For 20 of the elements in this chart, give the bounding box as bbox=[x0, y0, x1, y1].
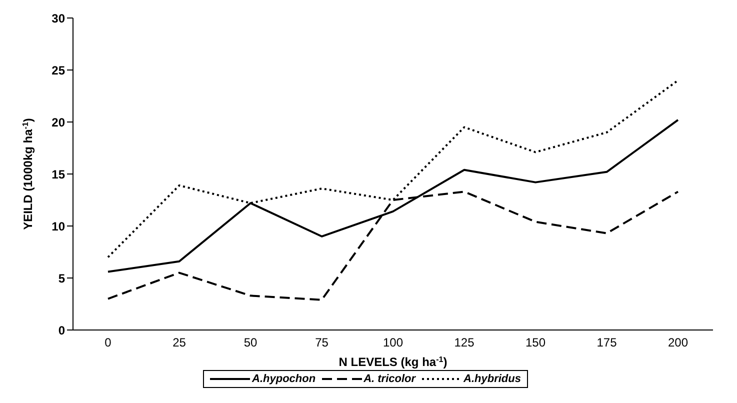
y-tick-label: 30 bbox=[52, 11, 66, 26]
x-tick-label: 150 bbox=[525, 336, 546, 350]
x-tick-label: 25 bbox=[172, 336, 186, 350]
legend-label: A.hybridus bbox=[464, 373, 521, 385]
y-tick-label: 5 bbox=[58, 271, 66, 286]
x-tick-label: 75 bbox=[315, 336, 329, 350]
y-tick-label: 15 bbox=[52, 167, 66, 182]
y-tick-label: 25 bbox=[52, 63, 66, 78]
x-tick-label: 100 bbox=[382, 336, 404, 350]
y-tick-label: 10 bbox=[52, 219, 66, 234]
legend-label: A. tricolor bbox=[364, 373, 416, 385]
x-tick-label: 50 bbox=[244, 336, 258, 350]
x-tick-label: 175 bbox=[596, 336, 618, 350]
legend-label: A.hypochon bbox=[252, 373, 316, 385]
y-tick-label: 20 bbox=[52, 115, 66, 130]
x-axis-title: N LEVELS (kg ha$^{-1}$) bbox=[338, 354, 448, 369]
y-tick-label: 0 bbox=[58, 323, 66, 338]
x-tick-label: 125 bbox=[454, 336, 475, 350]
x-tick-label: 200 bbox=[668, 336, 688, 350]
x-tick-label: 0 bbox=[104, 336, 112, 350]
